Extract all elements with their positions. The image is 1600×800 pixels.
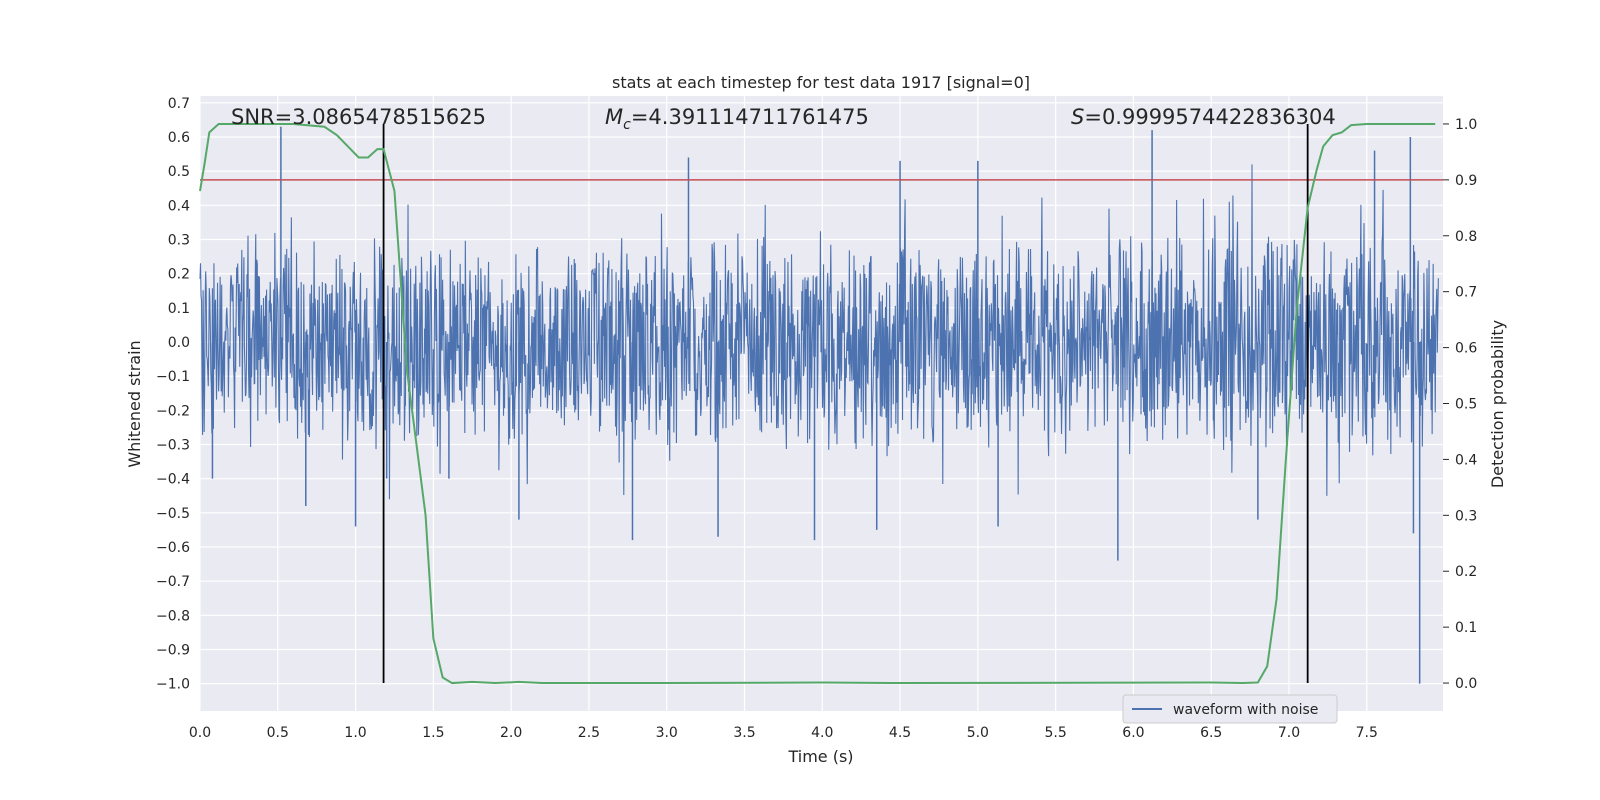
y-tick-label: 0.7 [168, 96, 190, 112]
x-tick-label: 0.5 [267, 725, 289, 741]
grid [199, 96, 1443, 711]
ticks: 0.0 0.5 1.0 1.5 2.0 2.5 3.0 3.5 4.0 4.5 5.0 5.5 6.0 6… [156, 96, 1477, 741]
x-tick-label: 4.0 [811, 725, 833, 741]
y-tick-label: −0.4 [156, 472, 190, 488]
legend: waveform with noise [1122, 694, 1338, 724]
y-tick-label: −0.6 [156, 540, 190, 556]
y2-tick-label: 0.0 [1455, 676, 1477, 692]
y2-tick-label: 0.6 [1455, 341, 1477, 357]
y2-axis-label: Detection probability [1488, 320, 1507, 488]
y-tick-label: −0.9 [156, 643, 190, 659]
waveform-series [199, 126, 1439, 684]
y2-tick-label: 1.0 [1455, 117, 1477, 133]
y-tick-label: 0.1 [168, 301, 190, 317]
x-tick-label: 2.5 [578, 725, 600, 741]
y2-tick-label: 0.7 [1455, 285, 1477, 301]
y-tick-label: 0.0 [168, 335, 190, 351]
y-tick-label: −0.1 [156, 369, 190, 385]
x-tick-label: 1.0 [344, 725, 366, 741]
y2-tick-label: 0.2 [1455, 564, 1477, 580]
y-tick-label: −0.5 [156, 506, 190, 522]
y-tick-label: −1.0 [156, 677, 190, 693]
x-tick-label: 5.0 [967, 725, 989, 741]
s-value: =0.9999574422836304 [1084, 105, 1335, 129]
mc-value: =4.391114711761475 [631, 105, 869, 129]
x-tick-label: 7.0 [1278, 725, 1300, 741]
x-tick-label: 6.0 [1122, 725, 1144, 741]
y-axis-label: Whitened strain [125, 340, 144, 467]
y-tick-label: 0.4 [168, 198, 190, 214]
y2-tick-label: 0.4 [1455, 452, 1477, 468]
x-tick-label: 3.5 [733, 725, 755, 741]
legend-box [1122, 694, 1338, 724]
y-tick-label: 0.6 [168, 130, 190, 146]
snr-label: SNR [231, 105, 275, 129]
x-tick-label: 2.0 [500, 725, 522, 741]
y2-tick-label: 0.3 [1455, 508, 1477, 524]
x-tick-label: 1.5 [422, 725, 444, 741]
mc-subscript: c [623, 117, 631, 133]
x-tick-label: 4.5 [889, 725, 911, 741]
s-symbol: S [1071, 105, 1084, 129]
x-tick-label: 3.0 [656, 725, 678, 741]
x-tick-label: 0.0 [189, 725, 211, 741]
snr-value: =3.0865478515625 [275, 105, 486, 129]
y2-tick-label: 0.9 [1455, 173, 1477, 189]
probability-line [199, 122, 1436, 685]
y2-tick-label: 0.8 [1455, 229, 1477, 245]
y2-tick-label: 0.1 [1455, 620, 1477, 636]
y2-tick-label: 0.5 [1455, 397, 1477, 413]
x-axis-label: Time (s) [787, 747, 853, 766]
y-tick-label: −0.3 [156, 438, 190, 454]
y-tick-label: −0.8 [156, 608, 190, 624]
plot-background [200, 96, 1443, 711]
y-tick-label: 0.2 [168, 267, 190, 283]
y-tick-label: −0.2 [156, 403, 190, 419]
snr-annotation: SNR=3.0865478515625 [231, 105, 486, 129]
y-tick-label: 0.3 [168, 233, 190, 249]
y-tick-label: 0.5 [168, 164, 190, 180]
s-annotation: S=0.9999574422836304 [1071, 105, 1336, 129]
mc-symbol: M [605, 105, 623, 129]
legend-entry-waveform: waveform with noise [1173, 702, 1318, 718]
x-tick-label: 5.5 [1044, 725, 1066, 741]
y-tick-label: −0.7 [156, 574, 190, 590]
x-tick-label: 6.5 [1200, 725, 1222, 741]
chart-title: stats at each timestep for test data 191… [612, 73, 1030, 92]
overlays [199, 122, 1443, 685]
x-tick-label: 7.5 [1356, 725, 1378, 741]
mc-annotation: Mc=4.391114711761475 [605, 105, 869, 133]
waveform-line [199, 164, 1439, 500]
